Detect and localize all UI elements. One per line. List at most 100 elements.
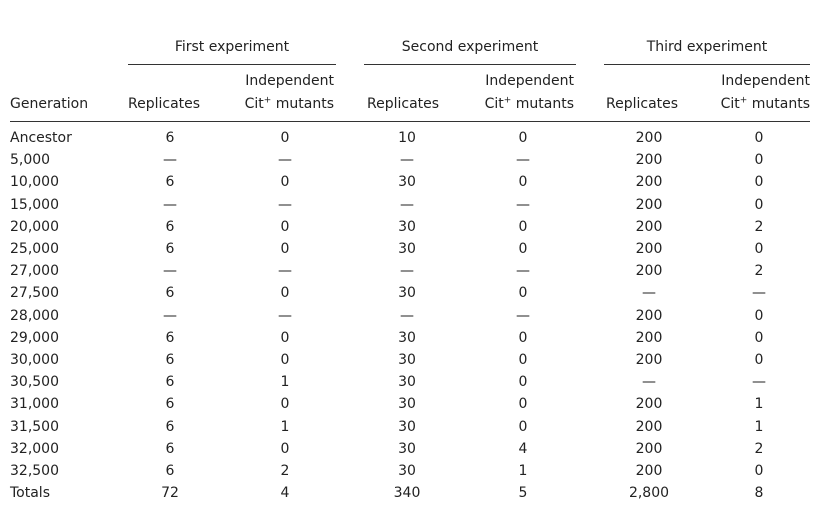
replicates-third-cell: 200 [635, 263, 663, 280]
replicates-third-cell: 200 [635, 307, 663, 324]
mutants-second-cell: 4 [518, 440, 528, 457]
mutants-first-cell: 0 [280, 352, 290, 368]
replicates-third-cell: 200 [635, 418, 663, 435]
replicates-first-cell: 6 [165, 285, 175, 302]
replicates-second-cell: 30 [398, 463, 416, 479]
replicates-second-cell: 30 [398, 352, 416, 368]
replicates-second-cell: 30 [398, 396, 416, 413]
group-header-third: Third experiment [646, 39, 768, 55]
generation-cell: 15,000 [10, 196, 59, 213]
table-row: 31,000 6 0 30 0 200 1 [0, 393, 820, 415]
replicates-second-cell: 340 [393, 485, 421, 502]
mutants-third-cell: — [752, 285, 766, 302]
header-bottom-rule [10, 121, 810, 122]
mutants-first-cell: 0 [280, 396, 290, 413]
replicates-second-cell: 30 [398, 440, 416, 457]
replicates-third-cell: 200 [635, 218, 663, 235]
group-rule-third [604, 64, 810, 65]
generation-cell: 30,000 [10, 352, 59, 368]
replicates-first-cell: — [163, 307, 177, 324]
mutants-first-cell: — [278, 196, 292, 213]
column-header-replicates-second: Replicates [367, 96, 440, 112]
replicates-third-cell: 200 [635, 463, 663, 479]
mutants-second-cell: 0 [518, 418, 528, 435]
mutants-header-line1: Independent [485, 73, 574, 89]
mutants-third-cell: 0 [754, 196, 764, 213]
generation-cell: 32,000 [10, 440, 59, 457]
mutants-third-cell: 0 [754, 463, 764, 479]
group-header-first: First experiment [174, 39, 290, 55]
column-header-generation: Generation [10, 96, 89, 112]
mutants-first-cell: — [278, 152, 292, 169]
table-row: 28,000 — — — — 200 0 [0, 305, 820, 327]
column-header-mutants-first: Independent Cit+ mutants [245, 72, 334, 113]
table-row: 20,000 6 0 30 0 200 2 [0, 216, 820, 238]
mutants-header-line1: Independent [721, 73, 810, 89]
replicates-second-cell: 30 [398, 418, 416, 435]
replicates-first-cell: 6 [165, 418, 175, 435]
replicates-first-cell: 6 [165, 241, 175, 257]
table-row: 32,500 6 2 30 1 200 0 [0, 460, 820, 482]
column-header-replicates-third: Replicates [606, 96, 679, 112]
replicates-third-cell: 200 [635, 396, 663, 413]
mutants-second-cell: — [516, 152, 530, 169]
mutants-third-cell: 0 [754, 152, 764, 169]
mutants-second-cell: 0 [518, 352, 528, 368]
column-header-mutants-second: Independent Cit+ mutants [485, 72, 574, 113]
mutants-first-cell: 4 [280, 485, 290, 502]
column-header-replicates-first: Replicates [128, 96, 201, 112]
replicates-second-cell: 30 [398, 218, 416, 235]
replicates-third-cell: — [642, 285, 656, 302]
generation-cell: 5,000 [10, 152, 51, 169]
mutants-first-cell: 0 [280, 130, 290, 146]
mutants-first-cell: 0 [280, 440, 290, 457]
replicates-third-cell: 200 [635, 196, 663, 213]
replicates-first-cell: 6 [165, 463, 175, 479]
replicates-second-cell: — [400, 307, 414, 324]
replicates-first-cell: 6 [165, 329, 175, 346]
mutants-third-cell: 0 [754, 174, 764, 191]
generation-cell: 31,500 [10, 418, 59, 435]
replicates-third-cell: 200 [635, 174, 663, 191]
replicates-first-cell: 6 [165, 374, 175, 391]
group-header-second: Second experiment [401, 39, 539, 55]
replicates-second-cell: 30 [398, 285, 416, 302]
generation-cell: 31,000 [10, 396, 59, 413]
replicates-third-cell: — [642, 374, 656, 391]
mutants-second-cell: — [516, 307, 530, 324]
replicates-first-cell: 72 [161, 485, 179, 502]
replicates-first-cell: 6 [165, 352, 175, 368]
replicates-first-cell: — [163, 196, 177, 213]
mutants-second-cell: — [516, 196, 530, 213]
mutants-second-cell: — [516, 263, 530, 280]
mutants-second-cell: 0 [518, 374, 528, 391]
mutants-first-cell: 0 [280, 218, 290, 235]
generation-cell: 27,000 [10, 263, 59, 280]
group-rule-first [128, 64, 336, 65]
mutants-third-cell: 0 [754, 307, 764, 324]
table-row: 27,500 6 0 30 0— — [0, 282, 820, 304]
mutants-second-cell: 0 [518, 329, 528, 346]
replicates-first-cell: 6 [165, 130, 175, 146]
mutants-header-line2: Cit+ mutants [720, 95, 810, 112]
replicates-second-cell: 30 [398, 374, 416, 391]
replicates-second-cell: — [400, 196, 414, 213]
mutants-first-cell: 1 [280, 418, 290, 435]
totals-row: Totals 72 4 340 5 2,800 8 [0, 482, 820, 504]
generation-cell: 30,500 [10, 374, 59, 391]
mutants-third-cell: 1 [754, 396, 764, 413]
replicates-third-cell: 2,800 [628, 485, 670, 502]
mutants-first-cell: 1 [280, 374, 290, 391]
mutants-second-cell: 0 [518, 241, 528, 257]
generation-cell: 32,500 [10, 463, 59, 479]
replicates-first-cell: — [163, 152, 177, 169]
mutants-third-cell: 2 [754, 218, 764, 235]
mutants-first-cell: 0 [280, 285, 290, 302]
mutants-second-cell: 0 [518, 130, 528, 146]
mutants-first-cell: 0 [280, 329, 290, 346]
generation-cell: 10,000 [10, 174, 59, 191]
mutants-second-cell: 0 [518, 174, 528, 191]
table-row: 31,500 6 1 30 0 200 1 [0, 416, 820, 438]
mutants-third-cell: — [752, 374, 766, 391]
